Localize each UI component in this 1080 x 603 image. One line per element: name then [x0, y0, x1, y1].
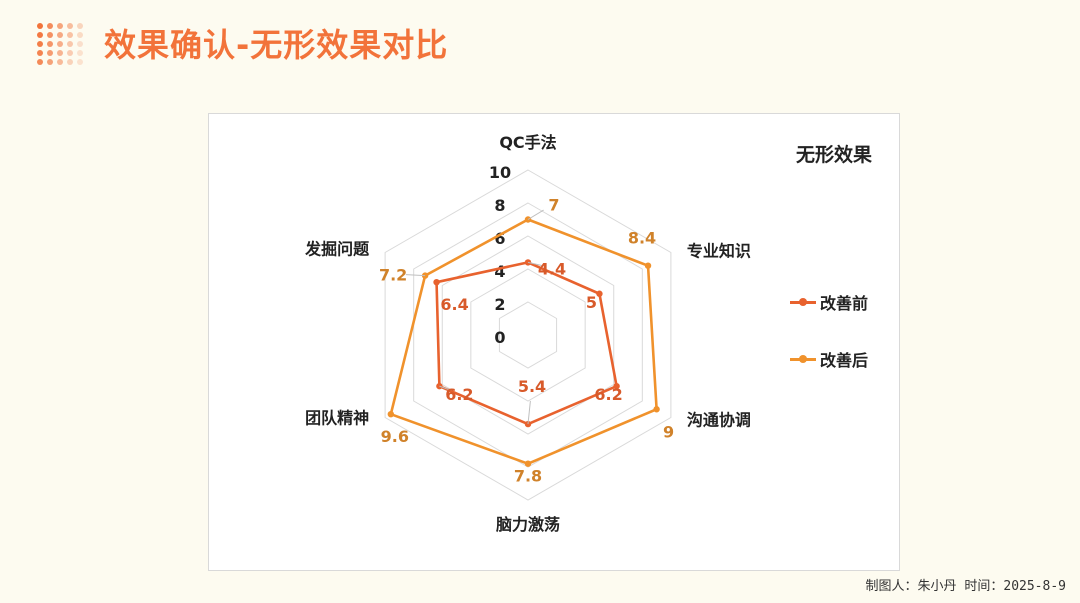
- logo-dot: [37, 50, 43, 56]
- category-label: QC手法: [499, 133, 556, 152]
- dot-grid-icon: [37, 23, 83, 65]
- category-label: 专业知识: [687, 242, 751, 261]
- logo-dot: [37, 32, 43, 38]
- leader-line: [439, 385, 452, 392]
- radar-grid: [384, 169, 672, 501]
- data-point: [524, 460, 532, 467]
- logo-dot: [57, 50, 63, 56]
- legend-marker-icon: [799, 355, 807, 363]
- data-point: [613, 382, 620, 390]
- logo-dot: [77, 23, 83, 29]
- logo-dot: [67, 50, 73, 56]
- grid-ring: [413, 202, 643, 468]
- grid-ring: [498, 301, 558, 369]
- leader-line: [527, 261, 543, 267]
- logo-dot: [57, 59, 63, 65]
- legend-marker-icon: [799, 298, 807, 306]
- data-point: [387, 411, 395, 418]
- logo-dot: [37, 23, 43, 29]
- logo-dot: [67, 32, 73, 38]
- data-label: 6.4: [440, 295, 468, 314]
- data-point: [653, 406, 660, 413]
- logo-dot: [77, 59, 83, 65]
- data-label: 5: [586, 293, 597, 312]
- category-label: 团队精神: [305, 409, 369, 428]
- grid-ring: [470, 268, 586, 402]
- series-0: 4.4 5 6.2 5.4 6.2 6.4: [433, 259, 623, 428]
- logo-dot: [67, 41, 73, 47]
- data-label: 5.4: [518, 377, 546, 396]
- series-line: [389, 218, 658, 466]
- leader-line: [405, 274, 426, 277]
- legend-label-after: 改善后: [820, 351, 869, 370]
- logo-dot: [57, 23, 63, 29]
- leader-line: [527, 400, 531, 425]
- leader-line: [527, 209, 544, 220]
- radial-tick-label: 10: [489, 163, 511, 182]
- data-label: 7.8: [514, 467, 542, 486]
- data-point: [644, 262, 652, 269]
- data-point: [436, 382, 443, 390]
- page-title: 效果确认-无形效果对比: [104, 26, 449, 64]
- data-point: [596, 290, 603, 297]
- category-label: 脑力激荡: [496, 515, 560, 534]
- data-label: 9.6: [381, 427, 409, 446]
- footer-credit: 制图人：朱小丹 时间：2025-8-9: [865, 579, 1066, 594]
- radial-tick-label: 0: [494, 328, 505, 347]
- logo-dot: [47, 41, 53, 47]
- data-point: [524, 259, 532, 266]
- logo-dot: [37, 59, 43, 65]
- radial-tick-label: 6: [494, 229, 505, 248]
- data-label: 4.4: [538, 259, 566, 278]
- data-label: 7.2: [379, 266, 407, 285]
- logo-dot: [47, 59, 53, 65]
- logo-dot: [37, 41, 43, 47]
- radial-tick-label: 2: [494, 295, 505, 314]
- chart-title: 无形效果: [796, 144, 873, 166]
- data-label: 6.2: [445, 385, 473, 404]
- logo-dot: [47, 32, 53, 38]
- grid-ring: [441, 235, 615, 435]
- logo-dot: [47, 23, 53, 29]
- series-1: 7 8.4 9 7.8 9.6 7.2: [379, 196, 674, 486]
- radial-tick-label: 4: [494, 262, 505, 281]
- radial-tick-label: 8: [494, 196, 505, 215]
- logo-dot: [77, 41, 83, 47]
- logo-dot: [57, 32, 63, 38]
- logo-dot: [57, 41, 63, 47]
- data-label: 8.4: [628, 229, 656, 248]
- chart-container: [208, 113, 900, 571]
- logo-dot: [47, 50, 53, 56]
- data-point: [433, 279, 440, 286]
- logo-dot: [67, 59, 73, 65]
- data-label: 9: [663, 422, 674, 441]
- legend-label-before: 改善前: [820, 294, 869, 313]
- data-label: 7: [548, 196, 559, 215]
- logo-dot: [77, 32, 83, 38]
- data-label: 6.2: [594, 385, 622, 404]
- logo-dot: [67, 23, 73, 29]
- category-label: 发掘问题: [304, 240, 370, 259]
- category-label: 沟通协调: [687, 411, 751, 430]
- logo-dot: [77, 50, 83, 56]
- grid-ring: [384, 169, 672, 501]
